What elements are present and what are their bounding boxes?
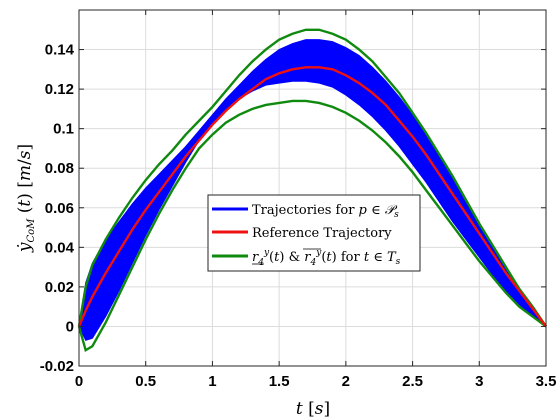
upper-bound-line xyxy=(77,28,547,328)
y-tick-label: 0.12 xyxy=(45,81,74,98)
tick-labels: 0 0.5 1 1.5 2 2.5 3 3.5-0.0200.020.040.060.080.… xyxy=(40,42,557,390)
trajectory-band xyxy=(78,39,547,341)
legend-label-trajectories: Trajectories for p ∈ 𝒫s xyxy=(252,203,399,220)
plot-frame xyxy=(78,9,547,367)
x-tick-label: 0 xyxy=(75,373,83,390)
legend-label-bounds: r4y(t) & r4y(t) for t ∈ Ts xyxy=(252,248,401,268)
y-tick-label: 0.14 xyxy=(45,42,75,59)
legend: Trajectories for p ∈ 𝒫s Reference Trajec… xyxy=(207,194,421,272)
y-axis-label: ẏCoM (t) [m/s] xyxy=(15,144,37,253)
x-tick-label: 0.5 xyxy=(135,373,156,390)
x-tick-label: 3.5 xyxy=(536,373,557,390)
y-tick-label: 0.06 xyxy=(45,200,74,217)
plot-series xyxy=(77,28,547,353)
ticks xyxy=(78,10,547,367)
y-tick-label: 0 xyxy=(66,318,74,335)
x-tick-label: 3 xyxy=(475,373,483,390)
y-tick-label: 0.02 xyxy=(45,279,74,296)
x-tick-label: 2 xyxy=(342,373,350,390)
x-axis-label: t [s] xyxy=(296,399,330,419)
y-tick-label: 0.1 xyxy=(53,121,74,138)
x-tick-label: 1.5 xyxy=(269,373,290,390)
reference-trajectory-line xyxy=(77,66,547,328)
legend-label-reference: Reference Trajectory xyxy=(252,226,392,241)
x-tick-label: 2.5 xyxy=(402,373,423,390)
y-tick-label: -0.02 xyxy=(40,358,74,375)
x-tick-label: 1 xyxy=(208,373,216,390)
lower-bound-line xyxy=(77,99,547,353)
y-tick-label: 0.04 xyxy=(45,239,75,256)
y-tick-label: 0.08 xyxy=(45,160,74,177)
